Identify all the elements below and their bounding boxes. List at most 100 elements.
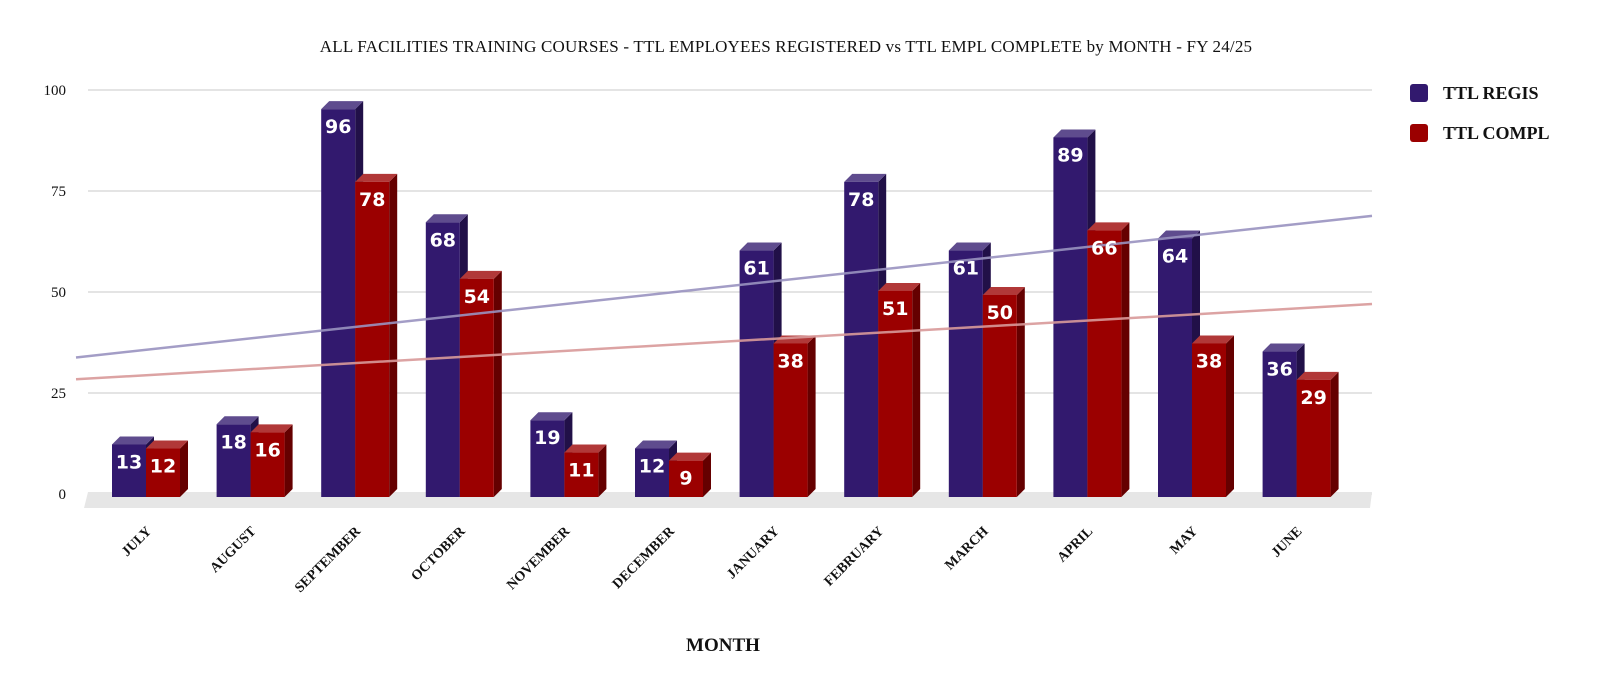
data-label: 18: [220, 431, 246, 453]
x-tick-label: MAY: [1167, 524, 1200, 557]
bar-front: [1158, 238, 1192, 497]
data-label: 29: [1300, 387, 1326, 409]
bar-top: [425, 214, 468, 223]
bar-front: [216, 424, 251, 497]
x-tick-label: SEPTEMBER: [292, 524, 364, 596]
x-tick-label: JANUARY: [724, 524, 782, 582]
bar-front: [669, 460, 703, 497]
bar-top: [530, 412, 573, 421]
bar-top: [948, 242, 991, 251]
x-tick-label: NOVEMBER: [504, 524, 574, 594]
bar-front: [982, 295, 1017, 497]
bar-top: [1262, 343, 1305, 352]
bar-front: [530, 420, 565, 497]
data-label: 36: [1266, 359, 1292, 381]
data-label: 50: [987, 302, 1013, 324]
data-label: 51: [882, 298, 908, 320]
bar-front: [1087, 230, 1122, 498]
bar-front: [146, 448, 180, 497]
bar-top: [1192, 335, 1234, 344]
data-label: 61: [743, 258, 769, 280]
x-tick-label: APRIL: [1055, 524, 1096, 565]
bar-front: [948, 250, 983, 497]
data-label: 12: [150, 456, 176, 478]
bar-top: [564, 444, 607, 453]
bar-front: [112, 444, 146, 497]
bar-front: [1192, 343, 1226, 497]
bar-front: [844, 181, 879, 497]
bar: [1087, 222, 1130, 498]
y-tick-label: 50: [51, 285, 66, 301]
legend: TTL REGIS TTL COMPL: [1410, 83, 1550, 143]
x-tick-label: OCTOBER: [409, 524, 470, 585]
bar-side: [807, 335, 816, 497]
bar: [564, 444, 607, 497]
bar: [112, 436, 154, 497]
bar-front: [1296, 379, 1331, 497]
bar: [146, 440, 188, 497]
x-axis-title: MONTH: [686, 635, 760, 656]
data-label: 61: [953, 258, 979, 280]
data-label: 19: [534, 427, 560, 449]
trendline: [75, 214, 1373, 359]
bar: [669, 452, 711, 497]
bar-top: [982, 287, 1025, 295]
bar-front: [250, 432, 285, 497]
bar-side: [493, 270, 502, 497]
x-tick-label: AUGUST: [208, 524, 260, 576]
bar-top: [669, 452, 711, 461]
bar-front: [1053, 137, 1088, 497]
bar-side: [703, 452, 711, 497]
bar-side: [1226, 335, 1234, 497]
bar-top: [635, 440, 677, 449]
bar-front: [321, 109, 356, 497]
data-label: 13: [116, 451, 142, 473]
bar-top: [355, 173, 398, 182]
bar-top: [1053, 129, 1096, 138]
x-tick-label: MARCH: [943, 524, 992, 573]
data-label: 38: [1196, 350, 1222, 372]
data-label: 89: [1057, 144, 1083, 166]
chart-title: ALL FACILITIES TRAINING COURSES - TTL EM…: [320, 37, 1252, 56]
chart-floor-plane: [84, 492, 1372, 508]
bar: [250, 424, 293, 497]
data-label: 16: [254, 439, 280, 461]
bar: [982, 287, 1025, 497]
bar-side: [1016, 287, 1025, 497]
bar-side: [1121, 222, 1130, 498]
bar-side: [389, 173, 398, 497]
bar-side: [598, 444, 607, 497]
bar-front: [773, 343, 808, 497]
data-label: 78: [359, 189, 385, 211]
bar-top: [878, 282, 921, 291]
trendlines: [75, 214, 1373, 381]
bar: [1192, 335, 1234, 497]
legend-label: TTL COMPL: [1443, 123, 1550, 143]
data-label: 78: [848, 189, 874, 211]
y-tick-label: 100: [44, 83, 67, 99]
chart-floor: [84, 492, 1372, 508]
bar-top: [844, 173, 887, 182]
bar-side: [284, 424, 293, 497]
bar-side: [912, 282, 921, 497]
x-tick-label: DECEMBER: [610, 524, 678, 592]
bars: [112, 101, 1339, 498]
x-axis-tick-labels: JULY AUGUST SEPTEMBER OCTOBER NOVEMBER DECEMB…: [119, 524, 1305, 596]
bar-top: [112, 436, 154, 445]
bar-front: [878, 290, 913, 497]
data-label: 12: [639, 456, 665, 478]
bar-top: [739, 242, 782, 251]
bar: [355, 173, 398, 497]
bar-top: [216, 416, 259, 425]
bar-front: [635, 448, 669, 497]
bar-top: [459, 270, 502, 279]
data-label: 68: [430, 229, 456, 251]
bar-top: [1087, 222, 1130, 231]
data-label: 96: [325, 116, 351, 138]
bar-side: [180, 440, 188, 497]
y-tick-label: 0: [59, 487, 67, 503]
x-tick-label: JULY: [119, 524, 155, 560]
legend-label: TTL REGIS: [1443, 83, 1539, 103]
bar: [878, 282, 921, 497]
